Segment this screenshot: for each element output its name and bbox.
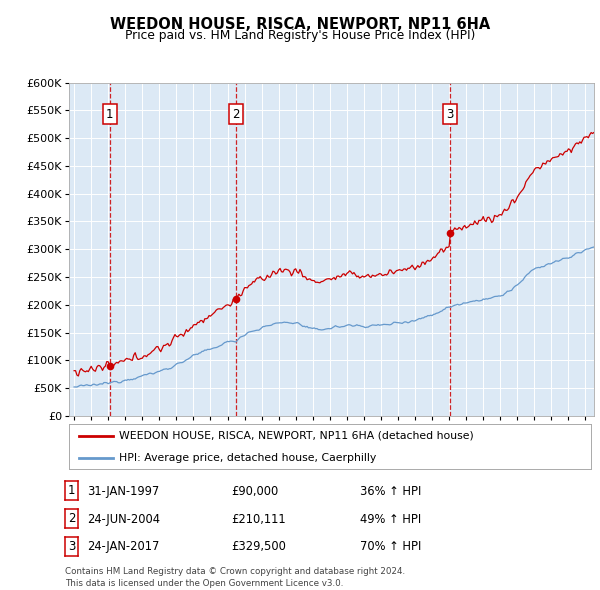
Text: 1: 1 (68, 484, 75, 497)
Text: 31-JAN-1997: 31-JAN-1997 (87, 485, 159, 498)
Text: WEEDON HOUSE, RISCA, NEWPORT, NP11 6HA (detached house): WEEDON HOUSE, RISCA, NEWPORT, NP11 6HA (… (119, 431, 473, 441)
Text: 3: 3 (446, 108, 454, 121)
Text: Contains HM Land Registry data © Crown copyright and database right 2024.
This d: Contains HM Land Registry data © Crown c… (65, 568, 405, 588)
Text: 24-JAN-2017: 24-JAN-2017 (87, 540, 160, 553)
Text: 49% ↑ HPI: 49% ↑ HPI (360, 513, 421, 526)
Text: HPI: Average price, detached house, Caerphilly: HPI: Average price, detached house, Caer… (119, 453, 376, 463)
Text: £210,111: £210,111 (231, 513, 286, 526)
Text: £329,500: £329,500 (231, 540, 286, 553)
Text: 3: 3 (68, 540, 75, 553)
Text: 2: 2 (232, 108, 239, 121)
Text: 24-JUN-2004: 24-JUN-2004 (87, 513, 160, 526)
Text: 36% ↑ HPI: 36% ↑ HPI (360, 485, 421, 498)
Text: 2: 2 (68, 512, 75, 525)
Text: WEEDON HOUSE, RISCA, NEWPORT, NP11 6HA: WEEDON HOUSE, RISCA, NEWPORT, NP11 6HA (110, 17, 490, 31)
Text: 1: 1 (106, 108, 113, 121)
Text: Price paid vs. HM Land Registry's House Price Index (HPI): Price paid vs. HM Land Registry's House … (125, 29, 475, 42)
Text: £90,000: £90,000 (231, 485, 278, 498)
Text: 70% ↑ HPI: 70% ↑ HPI (360, 540, 421, 553)
